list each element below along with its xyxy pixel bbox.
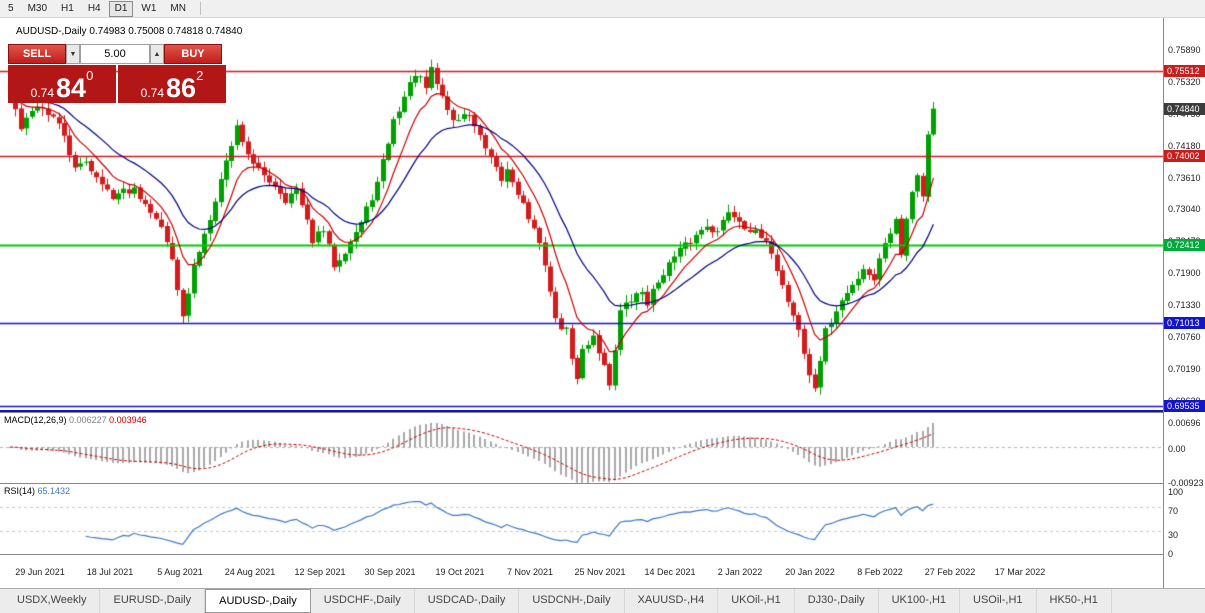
rsi-value: 65.1432 [37, 486, 71, 496]
time-axis-label: 2 Jan 2022 [717, 567, 763, 577]
rsi-scale-tick: 100 [1168, 487, 1184, 497]
sell-price-display[interactable]: 0.74 84 0 [8, 65, 116, 103]
time-axis-label: 18 Jul 2021 [86, 567, 134, 577]
timeframe-toolbar: 5 M30 H1 H4 D1 W1 MN [0, 0, 1205, 18]
price-pane[interactable]: AUDUSD-,Daily 0.74983 0.75008 0.74818 0.… [0, 18, 1163, 412]
price-tag: 0.71013 [1164, 316, 1205, 329]
price-tag: 0.69535 [1164, 399, 1205, 412]
volume-increase-button[interactable]: ▲ [150, 44, 164, 64]
rsi-scale-tick: 70 [1168, 505, 1179, 516]
macd-signal-value: 0.003946 [109, 415, 147, 425]
rsi-label: RSI(14) 65.1432 [4, 486, 70, 496]
time-axis-label: 14 Dec 2021 [644, 567, 696, 577]
time-axis-label: 8 Feb 2022 [857, 567, 903, 577]
price-tag: 0.74002 [1164, 149, 1205, 162]
time-axis-label: 20 Jan 2022 [785, 567, 835, 577]
time-axis-label: 25 Nov 2021 [574, 567, 626, 577]
macd-name: MACD(12,26,9) [4, 415, 67, 425]
rsi-name: RSI(14) [4, 486, 36, 496]
price-scale-tick: 0.75890 [1168, 44, 1201, 55]
tab-usdcnh-daily[interactable]: USDCNH-,Daily [519, 589, 625, 613]
timeframe-button-mn[interactable]: MN [164, 1, 192, 17]
time-axis-label: 12 Sep 2021 [294, 567, 346, 577]
time-axis-label: 24 Aug 2021 [224, 567, 276, 577]
timeframe-button-d1[interactable]: D1 [108, 0, 134, 17]
price-scale-tick: 0.74180 [1168, 140, 1201, 151]
chart-panes: AUDUSD-,Daily 0.74983 0.75008 0.74818 0.… [0, 18, 1163, 588]
buy-price-display[interactable]: 0.74 86 2 [118, 65, 226, 103]
one-click-order-row: SELL ▼ ▲ BUY [8, 44, 226, 64]
one-click-price-row: 0.74 84 0 0.74 86 2 [8, 65, 226, 103]
time-axis-label: 30 Sep 2021 [364, 567, 416, 577]
spinner-up-icon: ▲ [153, 50, 161, 58]
tab-audusd-daily[interactable]: AUDUSD-,Daily [205, 589, 311, 613]
sell-button[interactable]: SELL [8, 44, 66, 64]
macd-main-value: 0.006227 [69, 415, 107, 425]
timeframe-button-h1[interactable]: H1 [55, 1, 80, 17]
tab-usdx-weekly[interactable]: USDX,Weekly [4, 589, 101, 613]
tab-usoil-h1[interactable]: USOil-,H1 [960, 589, 1037, 613]
macd-scale-tick: 0.00696 [1168, 418, 1201, 429]
rsi-scale-tick: 0 [1168, 549, 1174, 559]
price-tag: 0.74840 [1164, 102, 1205, 115]
macd-label: MACD(12,26,9) 0.006227 0.003946 [4, 415, 147, 425]
price-scale-tick: 0.70190 [1168, 364, 1201, 375]
price-scale-tick: 0.73040 [1168, 204, 1201, 215]
time-axis-label: 27 Feb 2022 [924, 567, 976, 577]
timeframe-button-m30[interactable]: M30 [22, 1, 53, 17]
volume-input[interactable] [80, 44, 150, 64]
macd-scale-tick: 0.00 [1168, 444, 1186, 454]
macd-pane[interactable]: MACD(12,26,9) 0.006227 0.003946 [0, 412, 1163, 485]
price-scale-tick: 0.71900 [1168, 268, 1201, 279]
price-scale[interactable]: 0.758900.753200.747500.741800.736100.730… [1163, 18, 1205, 588]
time-axis-label: 29 Jun 2021 [15, 567, 65, 577]
buy-price-big-digits: 86 [166, 73, 197, 103]
toolbar-separator [199, 2, 201, 15]
time-axis-label: 19 Oct 2021 [435, 567, 485, 577]
tab-dj30-daily[interactable]: DJ30-,Daily [795, 589, 879, 613]
spinner-down-icon: ▼ [69, 50, 77, 58]
price-tag: 0.75512 [1164, 65, 1205, 77]
one-click-trading-panel: SELL ▼ ▲ BUY 0.74 84 [8, 44, 226, 103]
time-axis-label: 7 Nov 2021 [506, 567, 554, 577]
price-scale-tick: 0.73610 [1168, 172, 1201, 183]
chart-region: AUDUSD-,Daily 0.74983 0.75008 0.74818 0.… [0, 18, 1205, 588]
buy-price-prefix: 0.74 [140, 86, 165, 100]
sell-price-big-digits: 84 [56, 73, 87, 103]
time-axis-label: 17 Mar 2022 [994, 567, 1046, 577]
timeframe-button-w1[interactable]: W1 [135, 1, 162, 17]
timeframe-button-h4[interactable]: H4 [82, 1, 107, 17]
chart-ohlc-values: 0.74983 0.75008 0.74818 0.74840 [89, 26, 243, 37]
price-scale-tick: 0.71330 [1168, 300, 1201, 311]
price-scale-tick: 0.75320 [1168, 76, 1201, 87]
chart-symbol-label: AUDUSD-,Daily [16, 26, 87, 37]
tab-hk50-h1[interactable]: HK50-,H1 [1037, 589, 1112, 613]
macd-canvas[interactable] [0, 413, 1163, 485]
time-axis[interactable]: 29 Jun 2021 18 Jul 2021 5 Aug 2021 24 Aug 2… [0, 560, 1163, 588]
chart-tab-bar: USDX,Weekly EURUSD-,Daily AUDUSD-,Daily … [0, 588, 1205, 613]
rsi-pane[interactable]: RSI(14) 65.1432 [0, 484, 1163, 555]
buy-button[interactable]: BUY [164, 44, 222, 64]
price-scale-tick: 0.70760 [1168, 332, 1201, 343]
volume-decrease-button[interactable]: ▼ [66, 44, 80, 64]
tab-usdcad-daily[interactable]: USDCAD-,Daily [415, 589, 520, 613]
tab-eurusd-daily[interactable]: EURUSD-,Daily [100, 589, 206, 613]
time-axis-label: 5 Aug 2021 [157, 567, 203, 577]
price-tag: 0.72412 [1164, 238, 1205, 251]
macd-scale-tick: -0.00923 [1168, 478, 1204, 489]
rsi-scale-tick: 30 [1168, 530, 1179, 541]
buy-price-pip-digit: 2 [196, 68, 204, 83]
sell-price-pip-digit: 0 [86, 68, 94, 83]
sell-price-prefix: 0.74 [30, 86, 55, 100]
timeframe-button-m15[interactable]: 5 [2, 1, 20, 17]
tab-xauusd-h4[interactable]: XAUUSD-,H4 [625, 589, 719, 613]
tab-usdchf-daily[interactable]: USDCHF-,Daily [311, 589, 415, 613]
tab-ukoil-h1[interactable]: UKOil-,H1 [718, 589, 795, 613]
rsi-canvas[interactable] [0, 484, 1163, 555]
chart-title: AUDUSD-,Daily 0.74983 0.75008 0.74818 0.… [16, 26, 242, 37]
tab-uk100-h1[interactable]: UK100-,H1 [879, 589, 961, 613]
